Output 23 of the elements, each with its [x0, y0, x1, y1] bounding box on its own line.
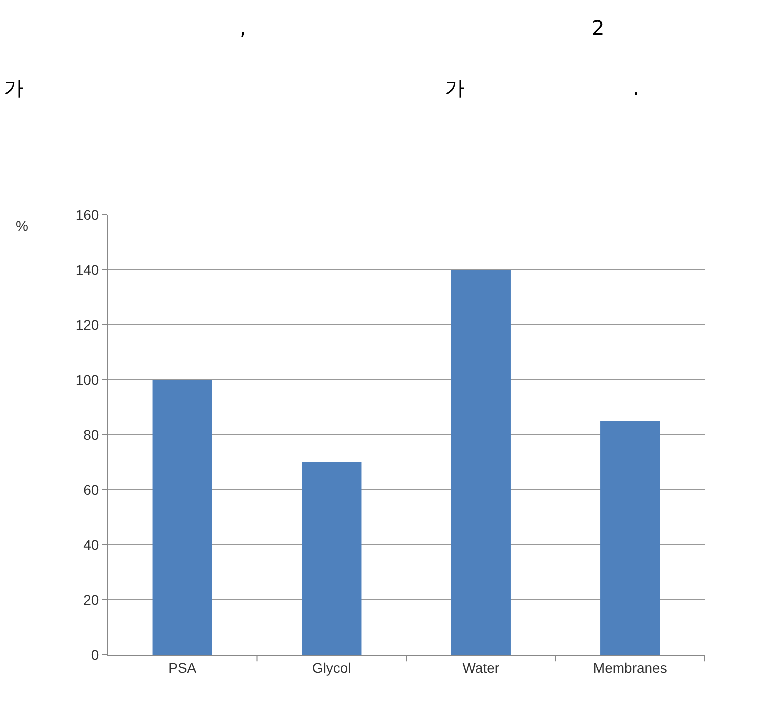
bar: [600, 421, 660, 655]
y-axis-title: %: [16, 218, 28, 234]
y-tick-label: 160: [76, 206, 100, 223]
x-tick-label: Membranes: [593, 660, 668, 676]
y-tick-label: 80: [84, 426, 100, 443]
bar: [302, 462, 362, 655]
bar: [152, 380, 212, 655]
y-tick-label: 20: [84, 592, 100, 608]
text: 가: [445, 76, 465, 100]
y-tick-label: 40: [84, 536, 100, 553]
y-tick-label: 140: [76, 262, 100, 278]
x-tick-label: PSA: [168, 660, 198, 676]
text: 2: [592, 16, 605, 40]
text: ,: [240, 16, 246, 40]
x-tick-label: Water: [462, 660, 500, 676]
y-tick-label: 100: [76, 372, 100, 388]
y-tick-label: 0: [91, 646, 100, 663]
x-tick-label: Glycol: [312, 660, 352, 676]
text: .: [633, 76, 640, 100]
y-tick-label: 60: [84, 482, 100, 498]
y-tick-label: 120: [76, 316, 100, 333]
text: 가: [4, 76, 24, 100]
bar: [451, 270, 511, 655]
